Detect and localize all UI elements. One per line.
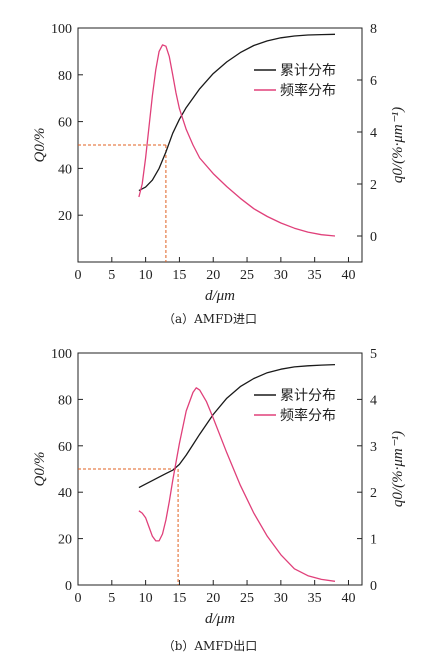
x-tick-label: 30 [274,268,288,283]
y-left-tick-label: 0 [65,579,72,594]
x-tick-label: 15 [172,591,186,606]
y-right-tick-label: 6 [370,74,377,89]
y-left-tick-label: 80 [58,69,72,84]
y-left-tick-label: 20 [58,533,72,548]
x-tick-label: 30 [274,591,288,606]
x-tick-label: 0 [75,268,82,283]
x-tick-label: 15 [172,268,186,283]
cumulative-distribution-line [138,33,336,192]
y-left-tick-label: 60 [58,440,72,455]
legend-label: 累计分布 [280,63,336,79]
y-right-tick-label: 3 [370,440,377,455]
y-right-axis-label: q0/(%·μm⁻¹) [390,107,406,183]
y-right-tick-label: 1 [370,533,377,548]
y-right-tick-label: 5 [370,347,377,362]
y-left-tick-label: 80 [58,393,72,408]
x-tick-label: 25 [240,268,254,283]
frequency-distribution-line [138,44,336,237]
y-left-axis-label: Q0/% [32,128,48,163]
x-tick-label: 35 [308,268,322,283]
y-left-tick-label: 100 [51,347,72,362]
x-tick-label: 10 [139,268,153,283]
x-tick-label: 0 [75,591,82,606]
y-right-axis-label: q0/(%·μm⁻¹) [390,431,406,507]
x-tick-label: 20 [206,591,220,606]
legend-label: 频率分布 [280,82,336,99]
x-tick-label: 35 [308,591,322,606]
y-right-tick-label: 0 [370,230,377,245]
x-tick-label: 20 [206,268,220,283]
figure-caption: （b）AMFD出口 [163,639,258,653]
legend-label: 累计分布 [280,388,336,404]
y-left-axis-label: Q0/% [32,452,48,487]
x-axis-label: d/μm [205,288,235,304]
frequency-distribution-line [138,387,336,582]
x-tick-label: 5 [108,268,115,283]
legend-label: 频率分布 [280,407,336,424]
chart-panel-b: 0 5 10 15 20 25 30 35 40 0 20 40 60 80 100 0 1 2 3 4 5 d/μm Q0… [32,347,406,653]
cumulative-distribution-line [138,363,336,489]
y-right-tick-label: 2 [370,178,377,193]
y-left-tick-label: 60 [58,116,72,131]
y-right-tick-label: 2 [370,486,377,501]
y-right-tick-label: 8 [370,22,377,37]
y-left-tick-label: 40 [58,486,72,501]
y-left-tick-label: 20 [58,209,72,224]
y-right-tick-label: 0 [370,579,377,594]
x-tick-label: 5 [108,591,115,606]
y-left-tick-label: 40 [58,162,72,177]
figure-caption: （a）AMFD进口 [163,312,257,326]
x-tick-label: 40 [341,591,355,606]
x-tick-label: 40 [341,268,355,283]
x-tick-label: 10 [139,591,153,606]
chart-panel-a: 0 5 10 15 20 25 30 35 40 20 40 60 80 100 0 2 4 6 8 d/μm Q0/%… [32,22,406,326]
y-right-tick-label: 4 [370,126,377,141]
x-axis-label: d/μm [205,611,235,627]
x-tick-label: 25 [240,591,254,606]
y-right-tick-label: 4 [370,393,377,408]
y-left-tick-label: 100 [51,22,72,37]
